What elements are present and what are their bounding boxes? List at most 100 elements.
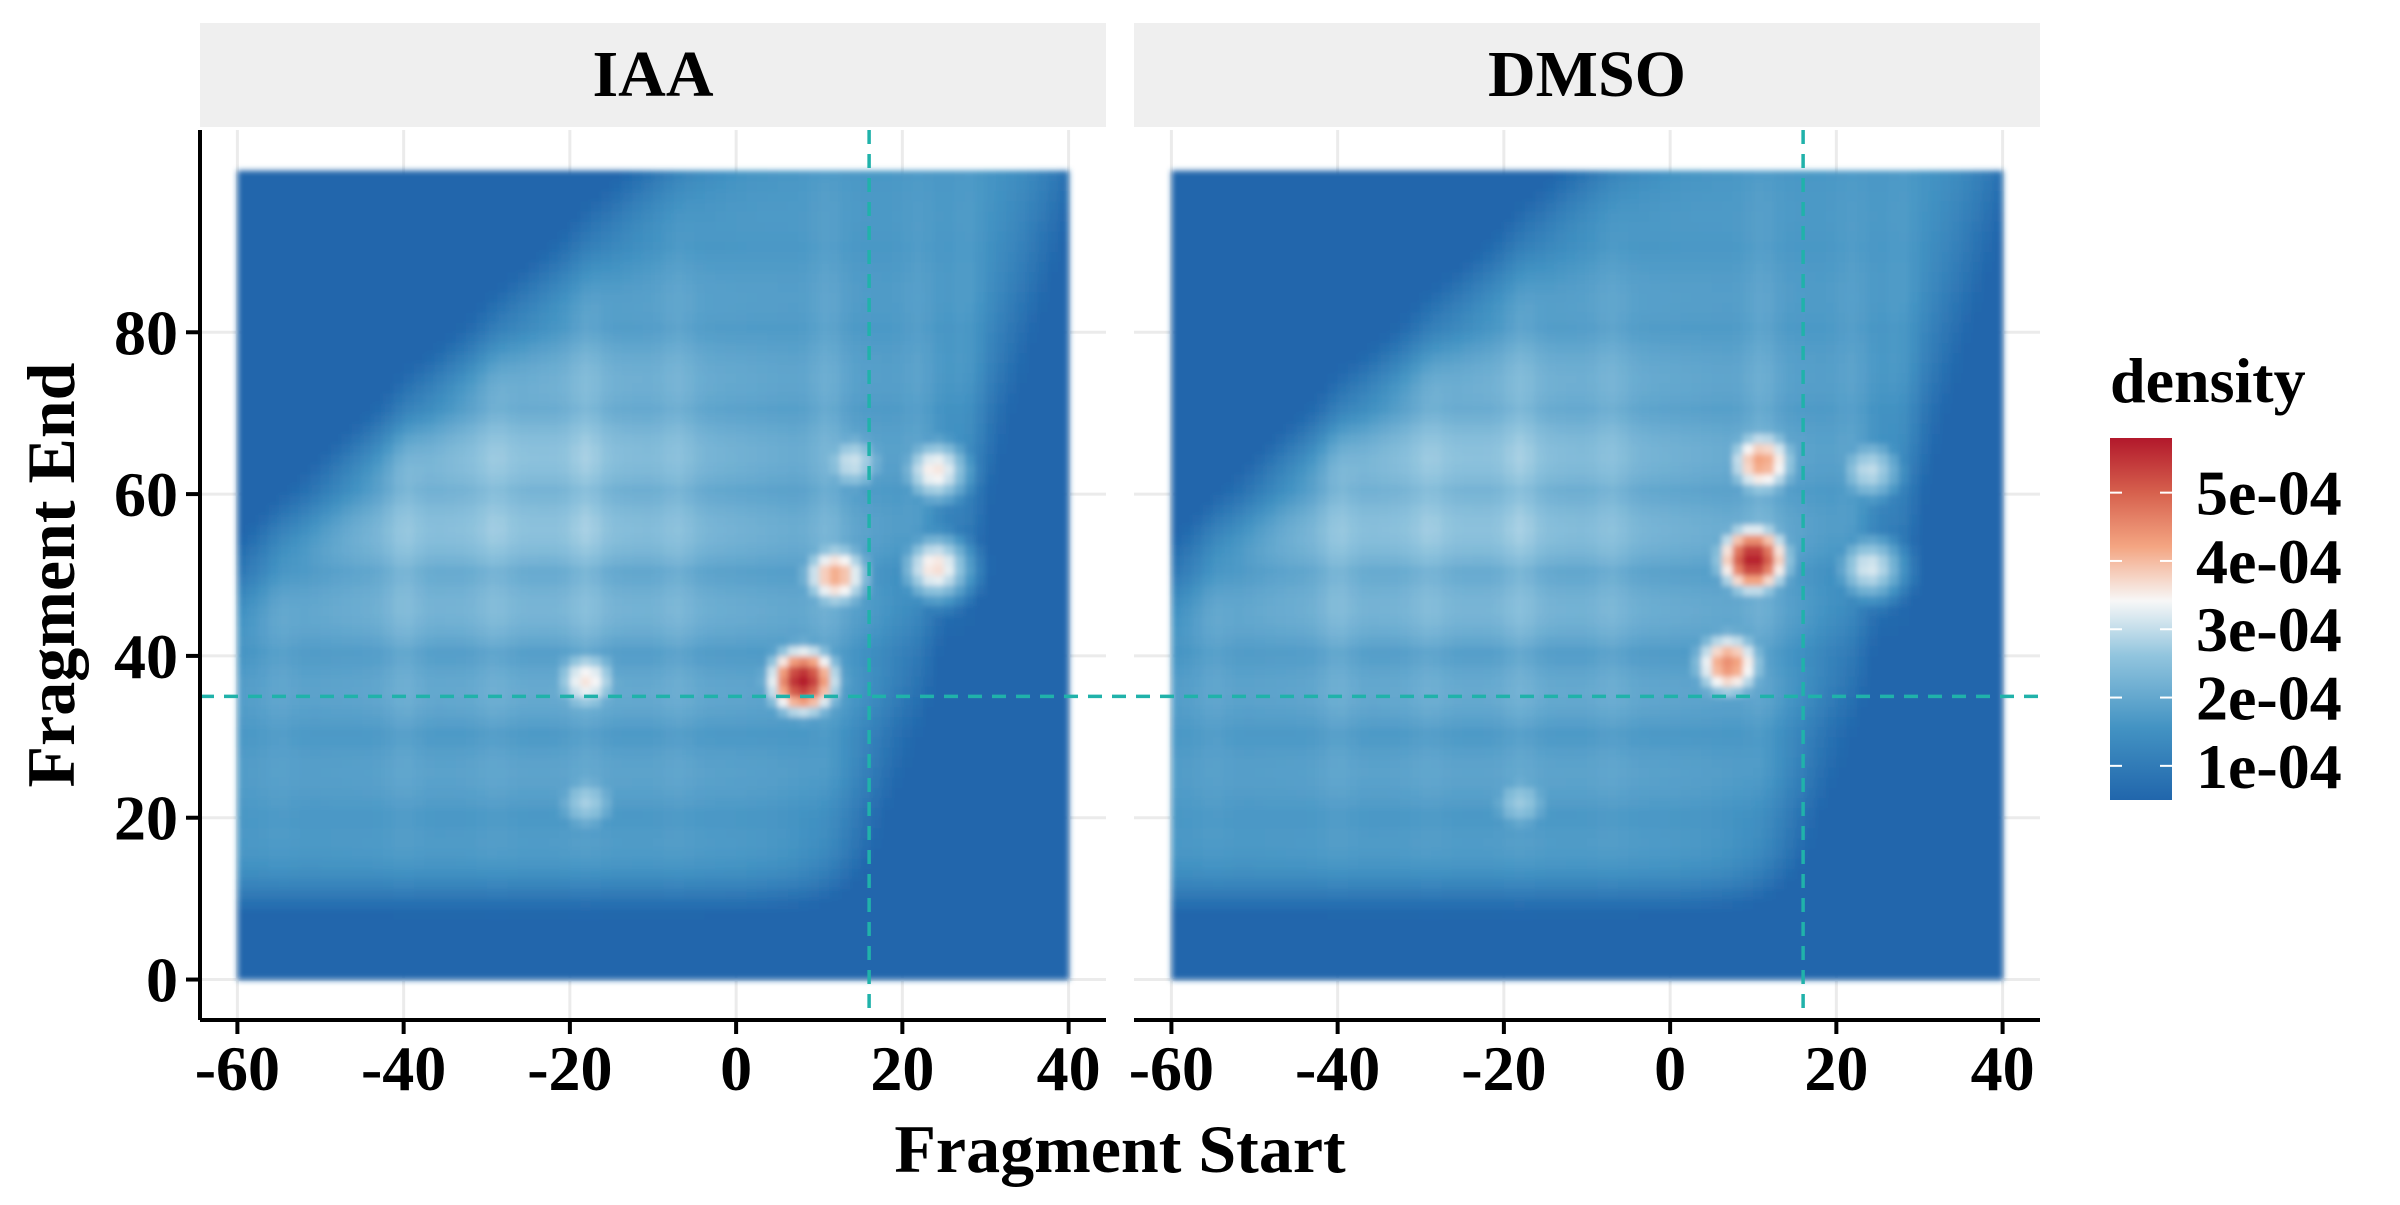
heatmap-cell (674, 171, 685, 182)
heatmap-cell (871, 241, 882, 252)
heatmap-cell (414, 211, 425, 222)
heatmap-cell (269, 353, 280, 364)
heatmap-cell (404, 474, 415, 485)
heatmap-cell (539, 767, 550, 778)
heatmap-cell (497, 363, 508, 374)
heatmap-cell (560, 413, 571, 424)
heatmap-cell (819, 342, 830, 353)
heatmap-cell (840, 666, 851, 677)
heatmap-cell (799, 626, 810, 637)
heatmap-cell (622, 393, 633, 404)
heatmap-cell (279, 535, 290, 546)
heatmap-cell (258, 969, 269, 980)
heatmap-cell (258, 444, 269, 455)
heatmap-cell (778, 221, 789, 232)
heatmap-cell (435, 545, 446, 556)
heatmap-cell (788, 676, 799, 687)
heatmap-cell (393, 949, 404, 960)
heatmap-cell (466, 798, 477, 809)
heatmap-cell (321, 514, 332, 525)
heatmap-cell (767, 767, 778, 778)
heatmap-cell (456, 484, 467, 495)
heatmap-cell (456, 949, 467, 960)
heatmap-cell (539, 423, 550, 434)
heatmap-cell (466, 747, 477, 758)
heatmap-cell (352, 878, 363, 889)
heatmap-cell (404, 636, 415, 647)
heatmap-cell (331, 322, 342, 333)
heatmap-cell (279, 737, 290, 748)
heatmap-cell (476, 504, 487, 515)
heatmap-cell (601, 929, 612, 940)
heatmap-cell (237, 848, 248, 859)
heatmap-cell (508, 828, 519, 839)
heatmap-cell (352, 798, 363, 809)
heatmap-cell (362, 524, 373, 535)
heatmap-cell (726, 565, 737, 576)
heatmap-cell (632, 626, 643, 637)
heatmap-cell (300, 181, 311, 192)
heatmap-cell (237, 231, 248, 242)
heatmap-cell (663, 828, 674, 839)
heatmap-cell (830, 332, 841, 343)
heatmap-cell (726, 433, 737, 444)
heatmap-cell (528, 949, 539, 960)
heatmap-cell (414, 787, 425, 798)
heatmap-cell (456, 433, 467, 444)
heatmap-cell (497, 383, 508, 394)
heatmap-cell (591, 787, 602, 798)
heatmap-cell (850, 262, 861, 273)
heatmap-cell (310, 696, 321, 707)
heatmap-cell (528, 727, 539, 738)
heatmap-cell (840, 353, 851, 364)
heatmap-cell (622, 767, 633, 778)
heatmap-cell (373, 858, 384, 869)
heatmap-cell (715, 403, 726, 414)
heatmap-cell (830, 383, 841, 394)
heatmap-cell (248, 808, 259, 819)
heatmap-cell (424, 221, 435, 232)
heatmap-cell (778, 353, 789, 364)
heatmap-cell (269, 302, 280, 313)
heatmap-cell (237, 636, 248, 647)
heatmap-cell (300, 656, 311, 667)
heatmap-cell (767, 909, 778, 920)
heatmap-cell (767, 373, 778, 384)
heatmap-cell (643, 565, 654, 576)
heatmap-cell (788, 707, 799, 718)
heatmap-cell (611, 959, 622, 970)
heatmap-cell (424, 868, 435, 879)
heatmap-cell (788, 666, 799, 677)
heatmap-cell (622, 292, 633, 303)
heatmap-cell (549, 545, 560, 556)
heatmap-cell (715, 221, 726, 232)
heatmap-cell (269, 676, 280, 687)
heatmap-cell (393, 899, 404, 910)
heatmap-cell (549, 686, 560, 697)
heatmap-cell (331, 818, 342, 829)
heatmap-cell (601, 181, 612, 192)
heatmap-cell (248, 201, 259, 212)
heatmap-cell (840, 858, 851, 869)
heatmap-cell (518, 848, 529, 859)
heatmap-cell (643, 747, 654, 758)
heatmap-cell (258, 433, 269, 444)
heatmap-cell (424, 818, 435, 829)
heatmap-cell (663, 737, 674, 748)
heatmap-cell (383, 302, 394, 313)
heatmap-cell (736, 919, 747, 930)
heatmap-cell (321, 848, 332, 859)
heatmap-cell (237, 696, 248, 707)
heatmap-cell (788, 929, 799, 940)
heatmap-cell (435, 757, 446, 768)
heatmap-cell (237, 686, 248, 697)
heatmap-cell (819, 868, 830, 879)
heatmap-cell (279, 717, 290, 728)
heatmap-cell (300, 818, 311, 829)
heatmap-cell (373, 342, 384, 353)
heatmap-cell (487, 959, 498, 970)
heatmap-cell (383, 666, 394, 677)
heatmap-cell (404, 899, 415, 910)
heatmap-cell (258, 919, 269, 930)
heatmap-cell (539, 272, 550, 283)
